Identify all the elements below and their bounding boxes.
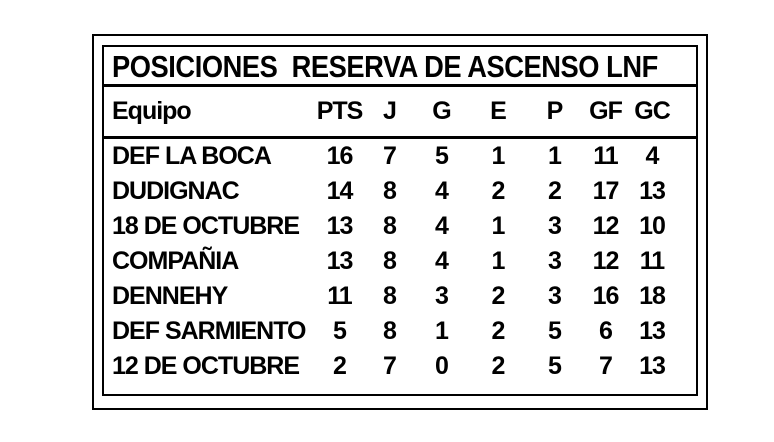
team-name-cell: 18 DE OCTUBRE: [112, 212, 300, 240]
stat-cell-j: 8: [383, 247, 397, 275]
stat-cell-g: 4: [435, 212, 449, 240]
stat-cell-gc: 11: [639, 247, 665, 275]
stat-cell-g: 1: [435, 317, 449, 345]
stat-cell-gc: 4: [645, 142, 660, 170]
stat-cell-e: 2: [491, 352, 506, 380]
stat-cell-gf: 17: [592, 177, 620, 205]
stat-cell-j: 7: [383, 352, 397, 380]
column-header-gf: GF: [589, 97, 623, 125]
stat-cell-g: 4: [435, 177, 449, 205]
team-name-cell: DENNEHY: [112, 282, 228, 310]
stat-cell-e: 2: [491, 282, 506, 310]
stat-cell-pts: 13: [326, 247, 354, 275]
team-name-cell: COMPAÑIA: [112, 247, 239, 275]
stat-cell-j: 8: [383, 212, 397, 240]
table-header-row: Equipo PTS J G E P GF GC: [104, 87, 696, 139]
stat-cell-j: 7: [383, 142, 397, 170]
stat-cell-pts: 16: [326, 142, 354, 170]
stat-cell-p: 3: [548, 282, 562, 310]
table-row: DEF SARMIENTO 5 8 1 2 5 6 13: [104, 314, 696, 349]
stat-cell-gf: 11: [593, 142, 618, 170]
stat-cell-gf: 16: [592, 282, 620, 310]
team-name-cell: DUDIGNAC: [112, 177, 240, 205]
stat-cell-p: 2: [548, 177, 562, 205]
standings-title-row: POSICIONES RESERVA DE ASCENSO LNF: [104, 47, 696, 87]
table-row: DUDIGNAC 14 8 4 2 2 17 13: [104, 174, 696, 209]
stat-cell-p: 3: [548, 247, 562, 275]
stat-cell-j: 8: [383, 317, 397, 345]
team-name-cell: DEF LA BOCA: [112, 142, 272, 170]
stat-cell-e: 2: [491, 177, 506, 205]
table-row: DEF LA BOCA 16 7 5 1 1 11 4: [104, 139, 696, 174]
table-row: 18 DE OCTUBRE 13 8 4 1 3 12 10: [104, 209, 696, 244]
stat-cell-pts: 2: [333, 352, 347, 380]
stat-cell-g: 0: [435, 352, 449, 380]
stat-cell-gc: 18: [639, 282, 666, 310]
stat-cell-gc: 13: [639, 317, 666, 345]
stat-cell-g: 3: [435, 282, 449, 310]
stat-cell-p: 5: [548, 317, 562, 345]
column-header-p: P: [546, 97, 564, 125]
column-header-equipo: Equipo: [112, 97, 192, 125]
team-name-cell: 12 DE OCTUBRE: [112, 352, 300, 380]
stat-cell-pts: 5: [333, 317, 347, 345]
stat-cell-pts: 11: [327, 282, 352, 310]
stat-cell-e: 2: [491, 317, 506, 345]
stat-cell-j: 8: [383, 282, 397, 310]
stat-cell-g: 5: [435, 142, 449, 170]
standings-title: POSICIONES RESERVA DE ASCENSO LNF: [112, 49, 658, 84]
table-row: COMPAÑIA 13 8 4 1 3 12 11: [104, 244, 696, 279]
column-header-g: G: [432, 97, 451, 125]
stat-cell-gf: 6: [599, 317, 613, 345]
stat-cell-e: 1: [491, 212, 506, 240]
stat-cell-e: 1: [491, 142, 506, 170]
stat-cell-gf: 7: [599, 352, 613, 380]
stat-cell-gf: 12: [592, 212, 620, 240]
standings-outer-frame: POSICIONES RESERVA DE ASCENSO LNF Equipo…: [92, 34, 708, 410]
column-header-gc: GC: [634, 97, 671, 125]
stat-cell-p: 3: [548, 212, 562, 240]
column-header-pts: PTS: [316, 97, 364, 125]
team-name-cell: DEF SARMIENTO: [112, 317, 307, 345]
column-header-j: J: [383, 97, 397, 125]
stat-cell-pts: 13: [326, 212, 354, 240]
stat-cell-j: 8: [383, 177, 397, 205]
table-row: 12 DE OCTUBRE 2 7 0 2 5 7 13: [104, 349, 696, 384]
stat-cell-gf: 12: [592, 247, 620, 275]
stat-cell-g: 4: [435, 247, 449, 275]
stat-cell-gc: 13: [639, 352, 666, 380]
stat-cell-e: 1: [491, 247, 506, 275]
stat-cell-p: 1: [548, 142, 562, 170]
column-header-e: E: [490, 97, 507, 125]
stat-cell-gc: 10: [639, 212, 666, 240]
stat-cell-pts: 14: [326, 177, 354, 205]
stat-cell-gc: 13: [639, 177, 666, 205]
table-row: DENNEHY 11 8 3 2 3 16 18: [104, 279, 696, 314]
standings-inner-frame: POSICIONES RESERVA DE ASCENSO LNF Equipo…: [102, 45, 698, 396]
stat-cell-p: 5: [548, 352, 562, 380]
